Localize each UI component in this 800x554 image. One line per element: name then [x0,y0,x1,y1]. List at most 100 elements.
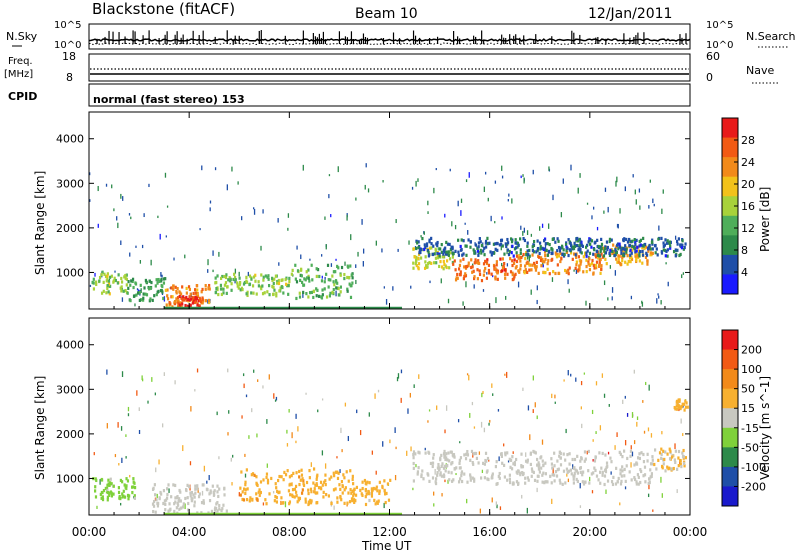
backscatter-region-cell [566,269,569,273]
backscatter-region-cell [545,248,548,252]
backscatter-region-cell [196,303,199,307]
backscatter-point [492,393,494,396]
backscatter-region-cell [179,292,183,296]
backscatter-region-cell [629,260,632,264]
backscatter-point [491,383,493,388]
backscatter-region-cell [473,479,476,483]
backscatter-region-cell [660,452,663,457]
backscatter-region-cell [308,469,311,473]
backscatter-region-cell [626,240,630,244]
backscatter-region-cell [524,459,528,463]
backscatter-region-cell [556,237,559,241]
backscatter-region-cell [600,237,603,242]
backscatter-region-cell [332,488,336,492]
backscatter-point [591,409,594,415]
backscatter-region-cell [576,236,579,241]
backscatter-region-cell [110,491,113,495]
backscatter-region-cell [587,262,590,266]
backscatter-region-cell [640,469,643,474]
backscatter-region-cell [349,295,353,299]
backscatter-region-cell [275,294,278,298]
backscatter-region-cell [108,493,111,497]
backscatter-region-cell [242,498,246,502]
backscatter-region-cell [448,242,451,247]
backscatter-region-cell [125,277,128,281]
backscatter-point [411,186,414,190]
backscatter-point [317,409,319,413]
backscatter-region-cell [604,257,607,261]
backscatter-region-cell [472,248,475,252]
backscatter-point [548,166,550,171]
backscatter-region-cell [345,470,348,474]
backscatter-point [394,474,397,481]
backscatter-region-cell [651,458,654,462]
backscatter-region-cell [473,261,476,265]
backscatter-region-cell [683,245,686,250]
backscatter-region-cell [542,471,545,475]
backscatter-region-cell [333,283,336,287]
backscatter-region-cell [639,468,642,472]
backscatter-region-cell [298,291,301,295]
colorbar-tick-label: -200 [741,480,766,493]
backscatter-region-cell [274,494,277,499]
backscatter-region-cell [537,255,541,259]
backscatter-region-cell [275,291,278,296]
backscatter-region-cell [434,480,437,484]
backscatter-point [418,374,420,379]
backscatter-region-cell [212,490,215,494]
backscatter-region-cell [621,247,625,251]
backscatter-region-cell [494,247,497,251]
backscatter-region-cell [509,480,512,485]
backscatter-point [482,289,485,292]
backscatter-point [150,259,152,266]
backscatter-region-cell [433,252,436,256]
backscatter-region-cell [185,291,188,295]
backscatter-point [184,254,186,259]
backscatter-region-cell [651,462,654,466]
backscatter-region-cell [280,496,283,500]
y-tick-label: 4000 [56,339,84,352]
backscatter-region-cell [116,281,119,285]
backscatter-region-cell [526,241,529,245]
backscatter-region-cell [153,294,156,298]
backscatter-point [347,435,350,442]
backscatter-region-cell [631,244,634,248]
backscatter-region-cell [370,491,374,495]
backscatter-region-cell [635,482,638,486]
backscatter-region-cell [531,263,534,267]
backscatter-point [325,244,327,250]
backscatter-region-cell [239,288,242,292]
backscatter-region-cell [170,286,173,290]
backscatter-region-cell [302,283,306,287]
backscatter-point [121,371,124,378]
backscatter-point [407,408,409,414]
y-tick-label: 1000 [56,266,84,279]
backscatter-region-cell [615,250,618,254]
backscatter-point [228,410,230,414]
backscatter-point [367,188,370,193]
backscatter-region-cell [483,253,486,257]
backscatter-region-cell [600,267,603,272]
backscatter-region-cell [200,500,204,505]
backscatter-region-cell [616,243,619,247]
backscatter-region-cell [152,504,156,508]
backscatter-point [241,415,243,419]
backscatter-region-cell [106,286,109,291]
backscatter-region-cell [423,243,426,247]
backscatter-point [274,399,277,402]
backscatter-point [471,401,474,406]
backscatter-region-cell [266,481,270,485]
backscatter-region-cell [619,472,622,476]
backscatter-region-cell [504,453,507,457]
backscatter-region-cell [459,248,463,252]
backscatter-point [570,373,572,377]
backscatter-region-cell [107,279,110,284]
backscatter-region-cell [106,483,109,487]
backscatter-region-cell [474,451,478,456]
backscatter-region-cell [107,282,111,286]
backscatter-region-cell [585,254,588,258]
backscatter-region-cell [623,474,626,478]
backscatter-point [242,373,245,377]
backscatter-point [129,474,131,478]
backscatter-region-cell [217,292,220,297]
